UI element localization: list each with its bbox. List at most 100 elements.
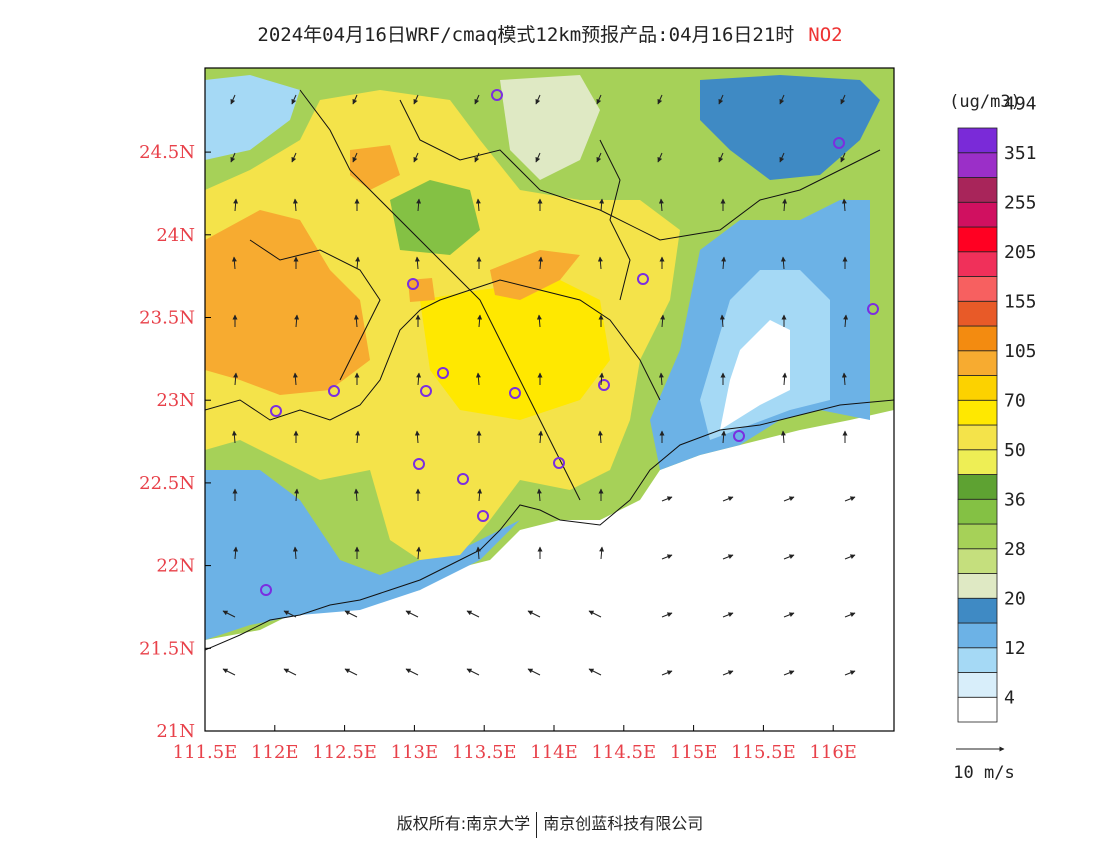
colorbar-segment — [957, 375, 998, 401]
wind-arrow — [344, 610, 358, 618]
wind-arrow — [661, 554, 673, 560]
lon-tick-label: 113.5E — [452, 742, 517, 763]
wind-arrow — [538, 430, 544, 444]
wind-arrow — [783, 554, 795, 560]
wind-arrow — [475, 198, 481, 212]
lon-axis: 111.5E 112E 112.5E 113E 113.5E 114E 114.5E 115E… — [173, 725, 857, 763]
wind-arrow — [233, 198, 239, 212]
wind-arrow — [353, 488, 359, 502]
wind-arrow — [231, 256, 237, 270]
colorbar-segment — [957, 201, 998, 228]
wind-arrow — [782, 372, 788, 386]
boundaries — [205, 89, 894, 651]
colorbar-segment — [957, 226, 998, 253]
wind-arrow — [414, 430, 420, 444]
wind-arrow — [416, 198, 422, 212]
wind-arrow — [283, 610, 297, 618]
zone-green-inner — [390, 180, 480, 255]
wind-arrow — [722, 496, 734, 502]
wind-arrow — [355, 430, 361, 444]
wind-arrow — [661, 612, 673, 618]
wind-arrow — [474, 94, 480, 105]
colorbar-label: 255 — [1004, 192, 1037, 213]
legend-unit: (ug/m3) — [949, 92, 1021, 112]
colorbar-segment — [957, 399, 998, 426]
zone-orange-north — [350, 145, 400, 190]
wind-arrow — [413, 94, 419, 105]
wind-arrow — [780, 256, 786, 270]
wind-arrow — [599, 546, 605, 560]
colorbar-segment — [957, 548, 998, 574]
wind-arrow — [841, 372, 847, 386]
lon-tick-label: 112E — [251, 742, 299, 763]
wind-arrow — [718, 94, 724, 105]
wind-arrow — [840, 94, 846, 105]
lat-tick-label: 23N — [156, 390, 195, 411]
wind-arrow — [222, 668, 236, 676]
wind-arrow — [597, 430, 603, 444]
lon-tick-label: 115.5E — [731, 742, 796, 763]
wind-arrow — [231, 430, 237, 444]
wind-arrow — [840, 152, 846, 163]
wind-arrow — [721, 256, 727, 270]
wind-arrow — [844, 612, 856, 618]
colorbar-labels: 4 12 20 28 36 50 70 105 155 205 255 351 494 — [1004, 93, 1037, 708]
wind-arrow — [596, 94, 602, 105]
colorbar-segment — [957, 177, 998, 203]
colorbar-label: 351 — [1004, 143, 1037, 164]
wind-arrow — [474, 152, 480, 163]
wind-arrow — [660, 314, 666, 328]
lat-tick-label: 23.5N — [139, 308, 195, 329]
footer-right: 南京创蓝科技有限公司 — [543, 814, 704, 833]
colorbar-segment — [957, 647, 998, 673]
wind-arrow — [233, 546, 239, 560]
zone-blue-coast — [205, 470, 520, 640]
wind-arrow — [535, 152, 541, 163]
wind-arrow — [466, 610, 480, 618]
wind-arrow — [291, 152, 297, 163]
lat-axis: 21N 21.5N 22N 22.5N 23N 23.5N 24N 24.5N — [139, 142, 211, 742]
lat-tick-label: 22N — [156, 556, 195, 577]
copyright-footer: 版权所有:南京大学 南京创蓝科技有限公司 — [0, 810, 1100, 838]
zone-white-bay — [720, 320, 790, 430]
colorbar-label: 4 — [1004, 687, 1015, 708]
wind-arrow — [283, 668, 297, 676]
wind-arrow — [230, 152, 236, 163]
colorbar-segment — [957, 127, 998, 154]
wind-arrow — [599, 198, 605, 212]
wind-arrow — [721, 430, 727, 444]
wind-arrow — [475, 372, 481, 386]
lon-tick-label: 114.5E — [591, 742, 656, 763]
wind-arrow — [841, 198, 847, 212]
wind-arrow — [477, 488, 483, 502]
lat-tick-label: 22.5N — [139, 473, 195, 494]
wind-arrow — [588, 668, 602, 676]
wind-arrow — [294, 314, 300, 328]
wind-vectors — [222, 94, 856, 676]
colorbar-segment — [957, 251, 998, 277]
wind-arrow — [597, 256, 603, 270]
wind-arrow — [538, 256, 544, 270]
wind-arrow — [414, 256, 420, 270]
wind-arrow — [599, 372, 605, 386]
colorbar-label: 205 — [1004, 242, 1037, 263]
colorbar-label: 50 — [1004, 440, 1026, 461]
wind-arrow — [477, 314, 483, 328]
wind-arrow — [413, 152, 419, 163]
colorbar-segment — [957, 622, 998, 649]
zone-blue-nw — [205, 75, 300, 160]
pollutant-label: NO2 — [808, 24, 843, 46]
wind-arrow — [292, 372, 298, 386]
wind-arrow — [844, 554, 856, 560]
colorbar-segment — [957, 672, 998, 698]
wind-arrow — [779, 152, 785, 163]
colorbar-segment — [957, 300, 998, 327]
zone-orange-center — [490, 250, 580, 300]
wind-arrow — [661, 670, 673, 676]
wind-arrow — [844, 670, 856, 676]
lat-tick-label: 21N — [156, 721, 195, 742]
wind-arrow — [230, 94, 236, 105]
colorbar-label: 494 — [1004, 93, 1037, 114]
zone-pale-north — [500, 75, 600, 180]
wind-arrow — [783, 496, 795, 502]
